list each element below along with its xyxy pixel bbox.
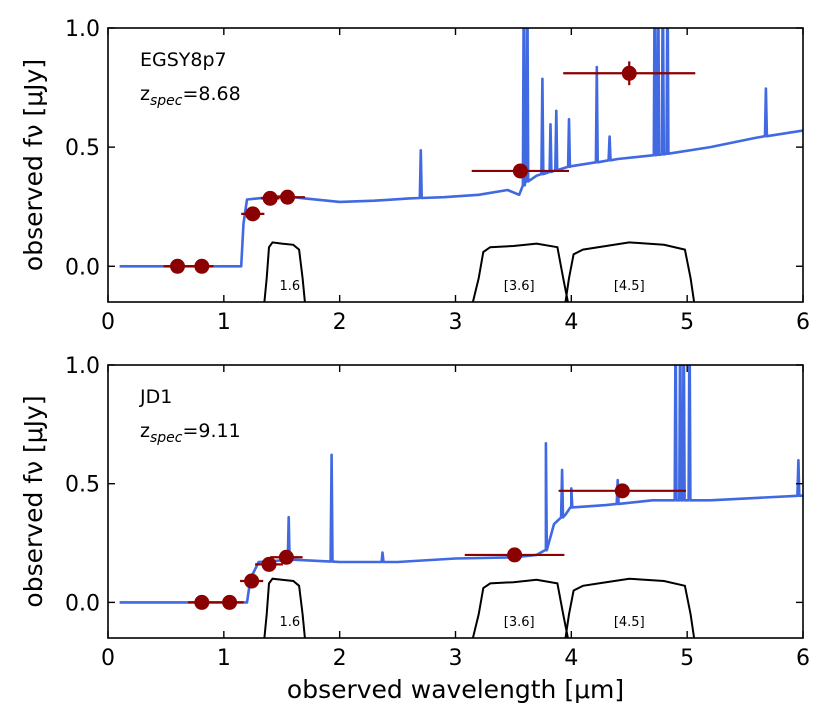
filter-label: [4.5] [614,615,645,630]
redshift-value: =8.68 [182,83,240,105]
redshift-subscript: spec [150,93,183,109]
photometry-point [245,206,261,222]
photometry-point [512,163,528,179]
photometry-point [507,547,523,563]
x-tick-label: 6 [796,310,810,335]
y-axis-label: observed fν [μJy] [19,59,48,271]
photometry-point [621,65,637,81]
y-tick-label: 0.5 [65,473,100,498]
x-tick-label: 5 [680,310,694,335]
photometry-point [222,594,238,610]
filter-label: 1.6 [280,279,301,294]
object-name-label: JD1 [139,386,172,408]
photometry-point [614,483,630,499]
panel-JD1: 1.6 [3.6] [4.5] 0 1 2 3 4 5 6 0.0 0.5 1.0 observed fν… [19,354,810,704]
photometry-point [194,594,210,610]
object-name-label: EGSY8p7 [140,49,227,71]
filter-label: [4.5] [614,279,645,294]
filter-label: [3.6] [504,279,535,294]
filter-label: [3.6] [504,615,535,630]
x-tick-label: 4 [564,646,578,671]
filter-curve [471,242,569,302]
photometry-point [194,258,210,274]
x-tick-label: 1 [217,310,231,335]
photometry-point [278,549,294,565]
redshift-subscript: spec [150,430,183,446]
y-tick-label: 0.0 [65,255,100,280]
filter-curve [471,578,569,638]
y-tick-label: 1.0 [65,354,100,379]
photometry-point [280,189,296,205]
filter-curve [564,577,696,638]
photometry-point [170,258,185,274]
redshift-label: zspec=8.68 [140,83,241,109]
filter-label: 1.6 [280,615,301,630]
x-tick-label: 5 [680,646,694,671]
y-tick-label: 0.0 [65,591,100,616]
x-tick-label: 2 [333,646,347,671]
photometry-point [261,556,277,572]
filter-curve [263,241,306,302]
x-tick-label: 3 [449,310,463,335]
redshift-label: zspec=9.11 [140,420,241,446]
filter-curve [263,577,306,638]
model-spectrum-line [119,365,803,604]
redshift-value: =9.11 [182,420,240,442]
model-spectrum-line [119,28,803,268]
x-tick-label: 3 [449,646,463,671]
x-tick-label: 6 [796,646,810,671]
filter-curve [564,241,696,302]
x-tick-label: 4 [564,310,578,335]
x-tick-label: 0 [101,646,115,671]
photometry-point [244,573,260,589]
x-tick-label: 0 [101,310,115,335]
x-tick-label: 2 [333,310,347,335]
plot-area [119,28,803,302]
y-tick-label: 1.0 [65,17,100,42]
redshift-prefix: z [140,420,150,442]
y-axis-label: observed fν [μJy] [19,395,48,607]
x-axis-label: observed wavelength [μm] [287,675,624,704]
y-tick-label: 0.5 [65,136,100,161]
redshift-prefix: z [140,83,150,105]
photometry-point [262,190,278,206]
x-tick-label: 1 [217,646,231,671]
plot-area [119,365,803,638]
panel-EGSY8p7: 1.6 [3.6] [4.5] 0 1 2 3 4 5 6 0.0 0.5 1.0 observed fν… [19,17,810,335]
